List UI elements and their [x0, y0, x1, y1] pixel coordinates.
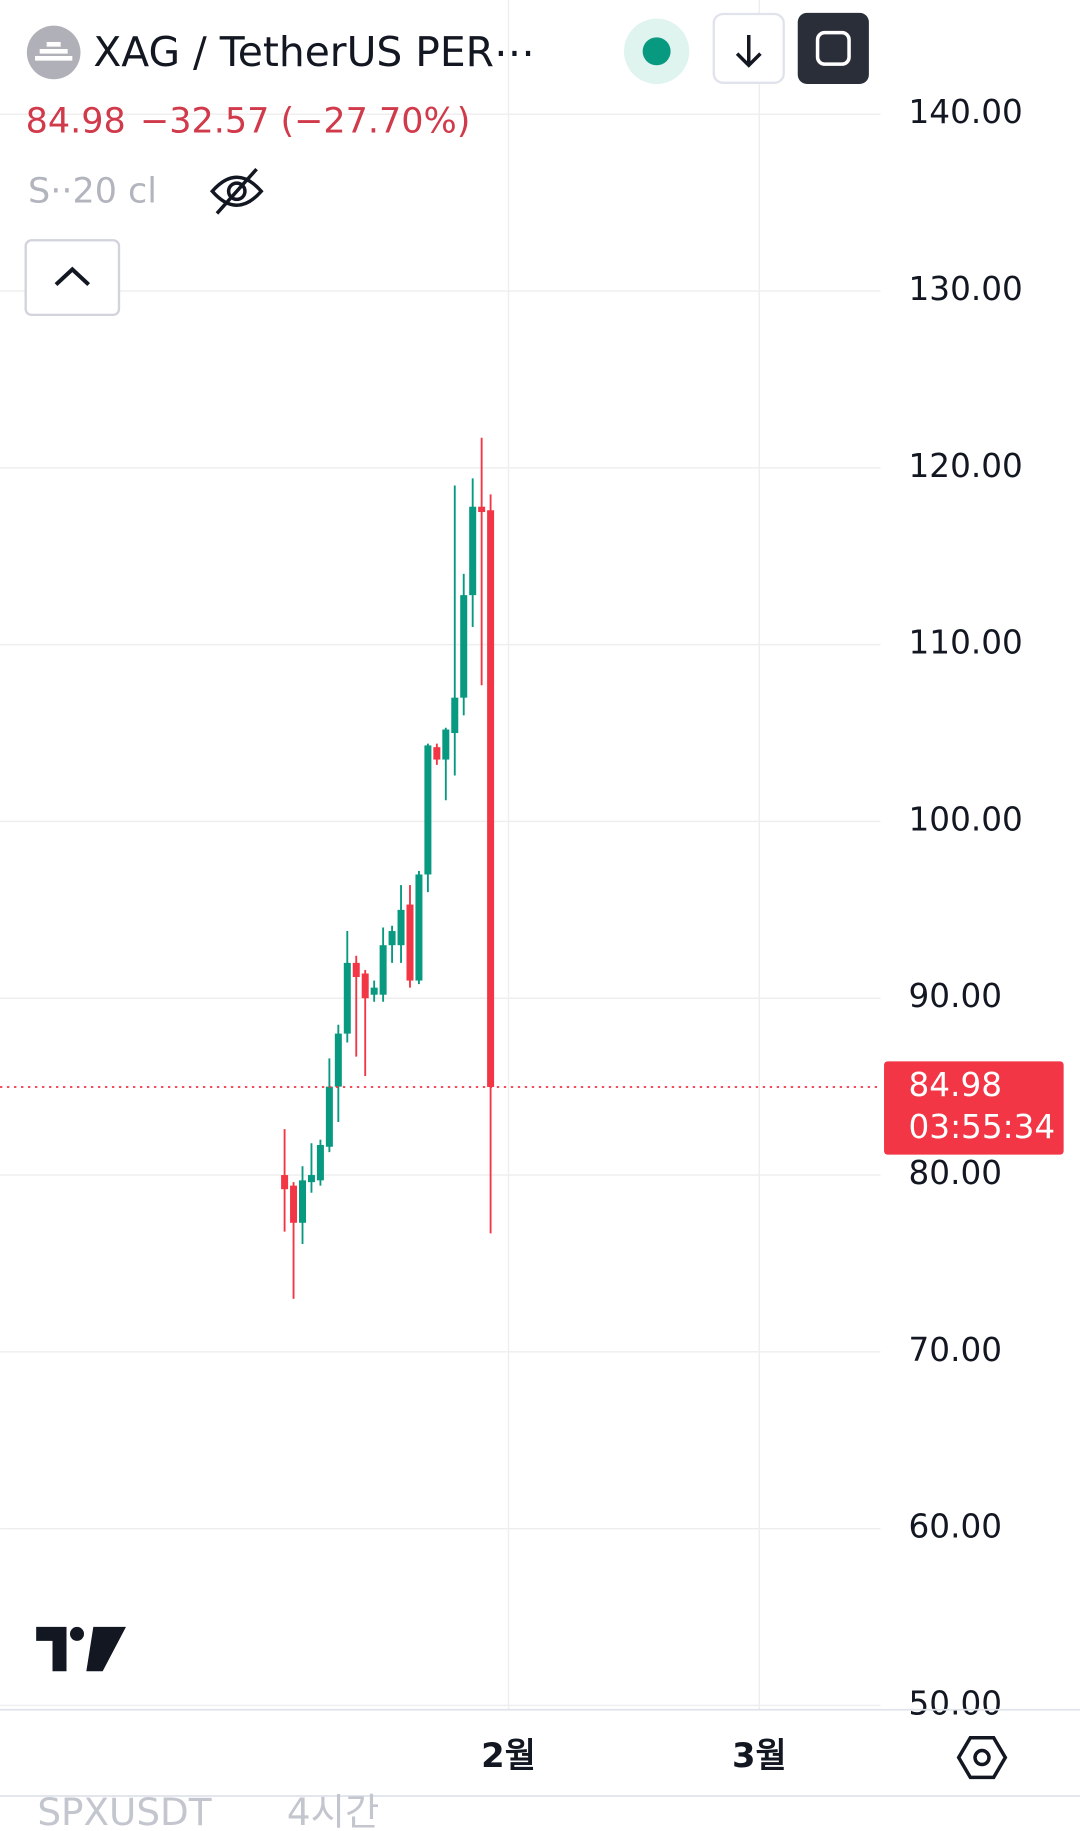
last-price-label: 84.98 — [909, 1066, 1002, 1104]
last-price-box — [884, 1061, 1064, 1155]
candle-body — [352, 962, 360, 978]
status-dot — [642, 37, 671, 66]
candle-body — [433, 747, 441, 760]
fullscreen-icon — [815, 30, 851, 66]
y-tick-label: 120.00 — [909, 447, 1023, 485]
y-tick-label: 60.00 — [909, 1508, 1002, 1546]
candle-body — [370, 987, 378, 995]
x-tick-label: 3월 — [732, 1736, 787, 1775]
y-tick-label: 90.00 — [909, 977, 1002, 1015]
tradingview-logo — [36, 1626, 126, 1672]
bottom-interval[interactable]: 4시간 — [287, 1790, 379, 1831]
candle-body — [460, 595, 468, 698]
y-tick-label: 110.00 — [909, 624, 1023, 662]
bottom-symbol[interactable]: SPXUSDT — [37, 1790, 211, 1831]
candle-body — [406, 904, 414, 981]
candle-body — [334, 1033, 342, 1087]
candle-body — [379, 945, 387, 995]
y-tick-label: 70.00 — [909, 1331, 1002, 1369]
candle-body — [424, 745, 432, 875]
candle-body — [487, 510, 495, 1088]
candle-body — [361, 973, 369, 999]
fullscreen-button[interactable] — [797, 12, 869, 84]
candle-body — [478, 506, 486, 513]
candle-body — [325, 1086, 333, 1147]
candle-body — [281, 1175, 289, 1190]
plot: 50.00 60.00 70.00 80.00 90.00 100.00 110.00 120… — [0, 0, 1064, 1775]
candle-body — [442, 729, 450, 760]
candle-body — [307, 1175, 315, 1183]
countdown-label: 03:55:34 — [909, 1108, 1056, 1146]
y-tick-label: 100.00 — [909, 800, 1023, 838]
candle-body — [451, 697, 459, 734]
y-tick-label: 140.00 — [909, 93, 1023, 131]
candle-body — [415, 874, 423, 981]
header-change: −32.57 (−27.70%) — [140, 101, 470, 141]
download-icon — [735, 34, 762, 68]
y-tick-label: 130.00 — [909, 270, 1023, 308]
header-price: 84.98 — [26, 101, 126, 141]
collapse-button[interactable] — [24, 239, 121, 317]
candle-body — [388, 931, 396, 946]
candle-body — [469, 506, 477, 596]
indicator-label[interactable]: S··20 cl — [28, 171, 157, 211]
symbol-icon-glyph — [35, 41, 73, 61]
y-tick-label: 80.00 — [909, 1154, 1002, 1192]
candle-body — [299, 1180, 307, 1223]
y-tick-label: 50.00 — [909, 1684, 1002, 1722]
candle-body — [316, 1144, 324, 1181]
candle-body — [290, 1185, 298, 1223]
settings-icon[interactable] — [956, 1735, 1008, 1780]
candle-body — [397, 909, 405, 946]
candle-body — [343, 962, 351, 1034]
hide-icon[interactable] — [209, 167, 264, 215]
x-tick-label: 2월 — [481, 1736, 536, 1775]
collapse-icon — [54, 266, 91, 287]
symbol-title[interactable]: XAG / TetherUS PER⋯ — [93, 28, 535, 76]
